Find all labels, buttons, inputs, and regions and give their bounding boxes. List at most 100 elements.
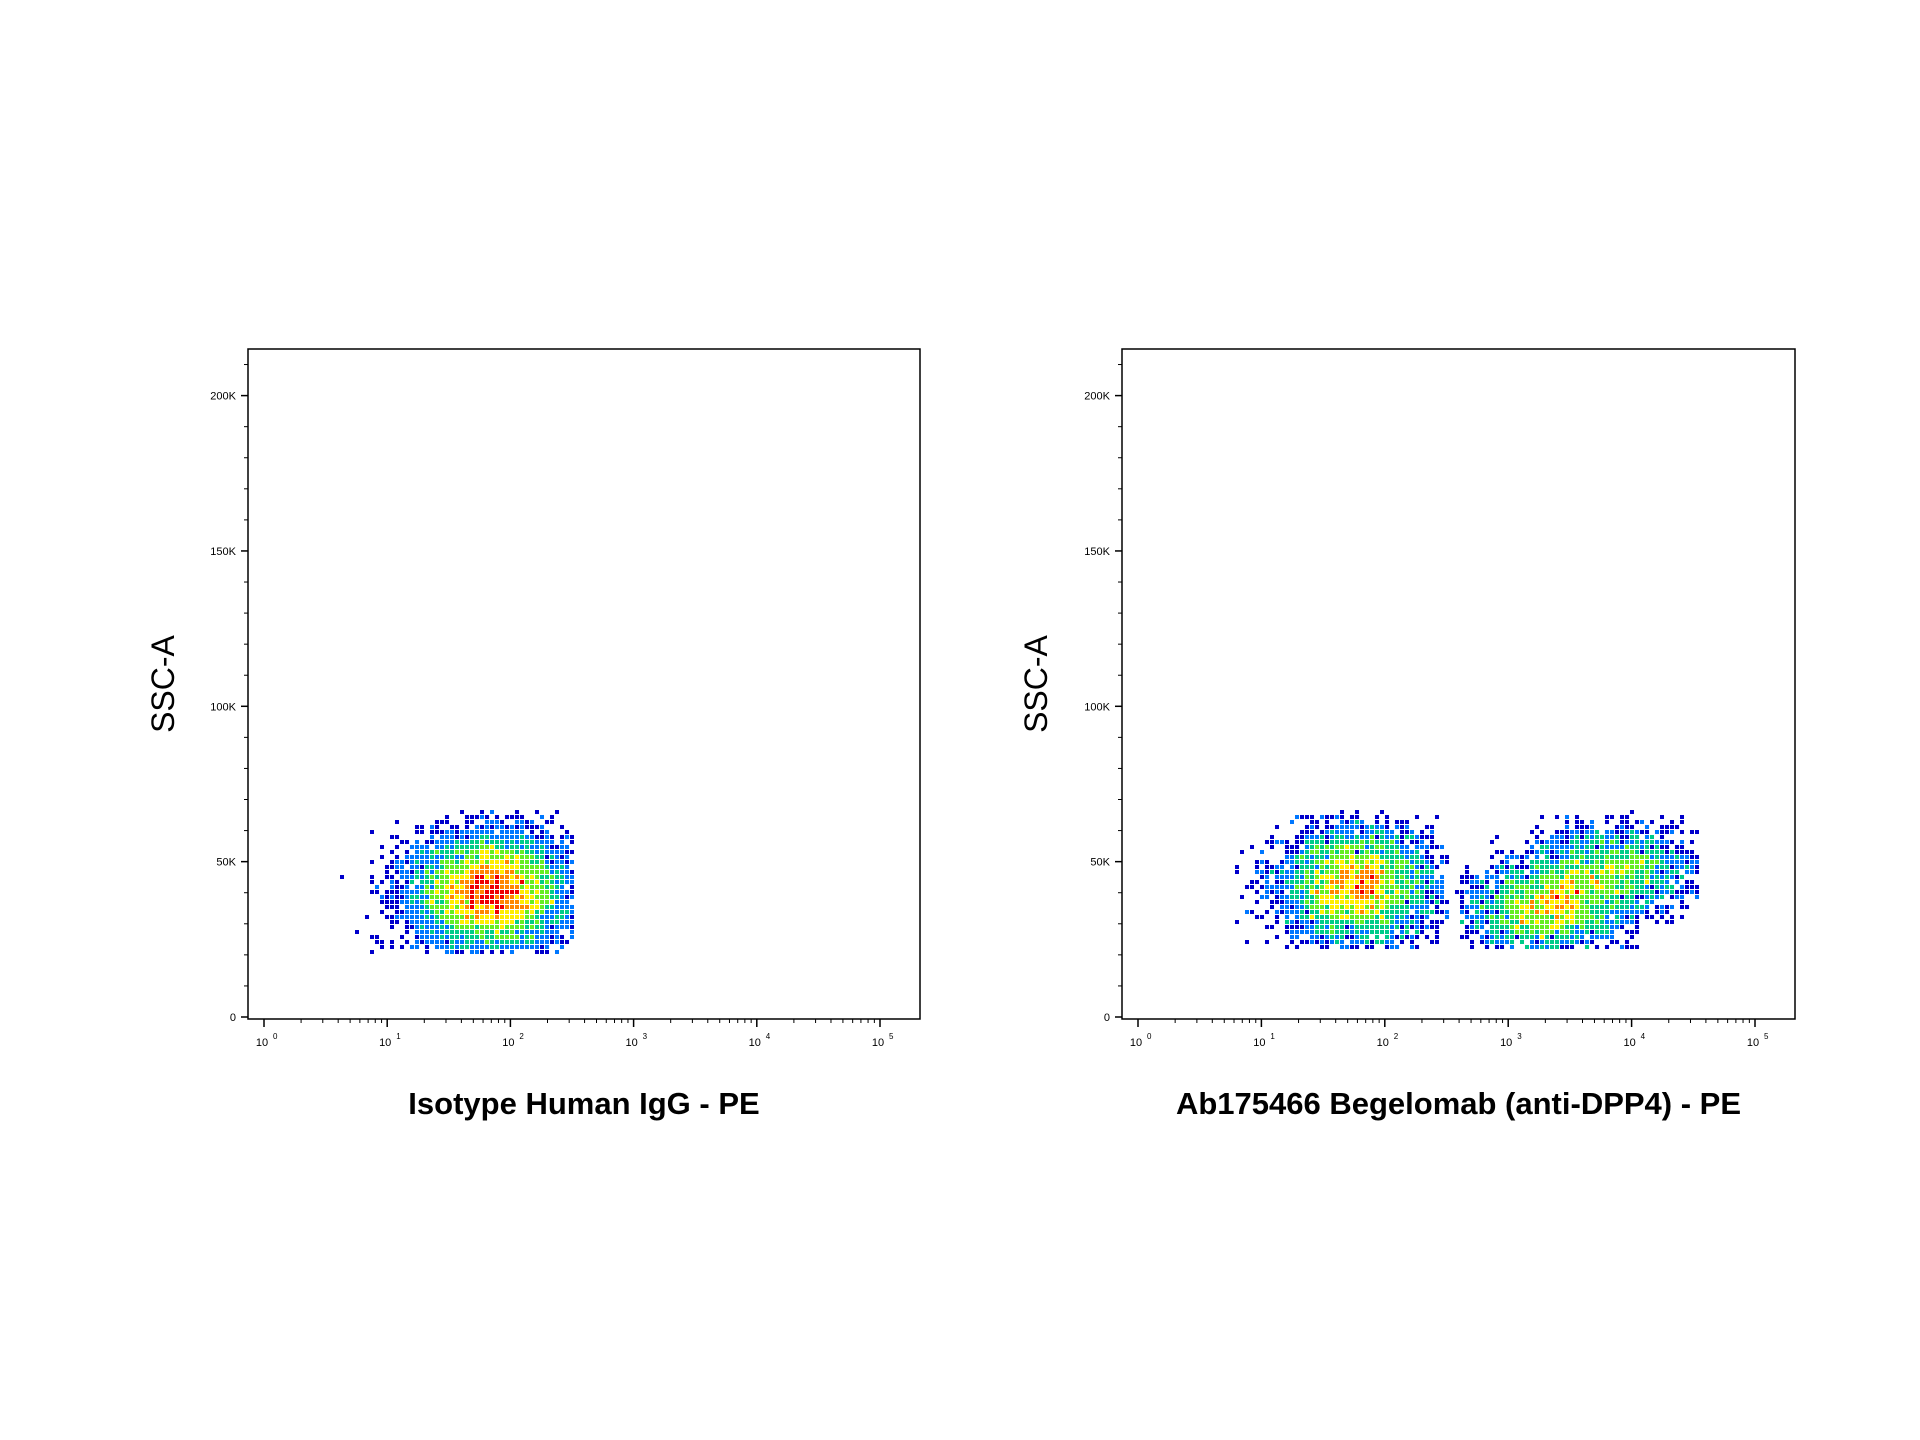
density-dot: [1635, 910, 1639, 914]
density-dot: [535, 915, 539, 919]
density-dot: [540, 900, 544, 904]
density-dot: [1390, 910, 1394, 914]
density-dot: [495, 845, 499, 849]
density-dot: [1275, 840, 1279, 844]
density-dot: [1440, 920, 1444, 924]
density-dot: [1555, 845, 1559, 849]
density-dot: [530, 900, 534, 904]
density-dot: [410, 875, 414, 879]
density-dot: [1495, 865, 1499, 869]
density-dot: [1345, 830, 1349, 834]
density-dot: [490, 940, 494, 944]
density-dot: [1480, 885, 1484, 889]
density-dot: [380, 880, 384, 884]
density-dot: [460, 840, 464, 844]
density-dot: [1310, 875, 1314, 879]
density-dot: [535, 875, 539, 879]
density-dot: [1575, 900, 1579, 904]
density-dot: [520, 850, 524, 854]
density-dot: [1665, 855, 1669, 859]
density-dot: [1345, 855, 1349, 859]
density-dot: [1640, 910, 1644, 914]
density-dot: [495, 870, 499, 874]
density-dot: [550, 840, 554, 844]
density-dot: [1650, 850, 1654, 854]
density-dot: [555, 890, 559, 894]
density-dot: [405, 915, 409, 919]
density-dot: [520, 860, 524, 864]
density-dot: [1365, 855, 1369, 859]
density-dot: [550, 930, 554, 934]
density-dot: [1570, 935, 1574, 939]
density-dot: [1565, 900, 1569, 904]
density-dot: [1615, 870, 1619, 874]
density-dot: [1405, 930, 1409, 934]
density-dot: [1375, 895, 1379, 899]
density-dot: [435, 935, 439, 939]
density-dot: [1415, 885, 1419, 889]
density-dot: [1570, 845, 1574, 849]
density-dot: [1340, 850, 1344, 854]
density-dot: [540, 845, 544, 849]
density-dot: [1415, 860, 1419, 864]
density-dot: [510, 850, 514, 854]
density-dot: [1335, 865, 1339, 869]
density-dot: [1670, 890, 1674, 894]
density-dot: [1405, 830, 1409, 834]
density-dot: [390, 945, 394, 949]
density-dot: [445, 895, 449, 899]
density-dot: [1325, 840, 1329, 844]
density-dot: [1360, 940, 1364, 944]
density-dot: [1565, 925, 1569, 929]
density-dot: [455, 840, 459, 844]
density-dot: [410, 845, 414, 849]
density-dot: [1585, 855, 1589, 859]
density-dot: [410, 890, 414, 894]
density-dot: [1610, 815, 1614, 819]
density-dot: [505, 940, 509, 944]
density-dot: [1660, 890, 1664, 894]
density-dot: [1285, 900, 1289, 904]
density-dot: [1595, 920, 1599, 924]
density-dot: [1615, 840, 1619, 844]
density-dot: [1585, 850, 1589, 854]
density-dot: [535, 905, 539, 909]
density-dot: [470, 880, 474, 884]
density-dot: [1595, 870, 1599, 874]
density-dot: [1470, 880, 1474, 884]
density-dot: [545, 845, 549, 849]
density-dot: [1570, 905, 1574, 909]
density-dot: [1690, 860, 1694, 864]
density-dot: [460, 935, 464, 939]
density-dot: [540, 920, 544, 924]
density-dot: [415, 935, 419, 939]
density-dot: [480, 930, 484, 934]
density-dot: [1305, 890, 1309, 894]
density-dot: [1340, 890, 1344, 894]
plot-frame: [247, 348, 921, 1020]
density-dot: [1610, 940, 1614, 944]
density-dot: [1490, 925, 1494, 929]
density-dot: [1600, 865, 1604, 869]
density-dot: [450, 865, 454, 869]
density-dot: [1415, 815, 1419, 819]
density-dot: [1365, 935, 1369, 939]
density-dot: [1370, 930, 1374, 934]
density-dot: [510, 890, 514, 894]
density-dot: [420, 905, 424, 909]
density-dot: [1300, 865, 1304, 869]
density-dot: [1380, 920, 1384, 924]
density-dot: [1320, 895, 1324, 899]
density-dot: [505, 840, 509, 844]
density-dot: [1690, 870, 1694, 874]
density-dot: [480, 840, 484, 844]
density-dot: [415, 900, 419, 904]
density-dot: [1320, 845, 1324, 849]
density-dot: [480, 940, 484, 944]
density-dot: [1430, 830, 1434, 834]
density-dot: [505, 845, 509, 849]
density-dot: [470, 840, 474, 844]
density-dot: [560, 840, 564, 844]
density-dot: [1680, 830, 1684, 834]
density-dot: [525, 825, 529, 829]
